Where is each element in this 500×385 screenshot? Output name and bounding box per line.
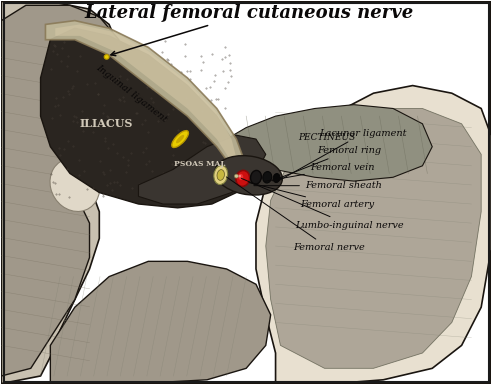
Polygon shape xyxy=(217,105,432,181)
Ellipse shape xyxy=(234,174,238,178)
Polygon shape xyxy=(266,109,481,368)
Text: Lacunar ligament: Lacunar ligament xyxy=(277,129,407,182)
Ellipse shape xyxy=(236,171,250,186)
Ellipse shape xyxy=(273,174,280,182)
Polygon shape xyxy=(40,28,246,208)
Ellipse shape xyxy=(238,174,243,180)
Text: Lateral femoral cutaneous nerve: Lateral femoral cutaneous nerve xyxy=(84,4,414,56)
Text: Femoral ring: Femoral ring xyxy=(272,146,382,181)
Text: Femoral vein: Femoral vein xyxy=(264,163,374,181)
Text: PSOAS MAJ.: PSOAS MAJ. xyxy=(174,160,226,168)
Ellipse shape xyxy=(214,166,228,184)
Polygon shape xyxy=(55,24,236,162)
Text: Femoral sheath: Femoral sheath xyxy=(254,181,382,190)
Ellipse shape xyxy=(238,175,241,177)
Text: ILIACUS: ILIACUS xyxy=(80,118,134,129)
Text: Femoral nerve: Femoral nerve xyxy=(226,177,364,253)
Ellipse shape xyxy=(250,171,262,184)
Ellipse shape xyxy=(215,156,282,195)
Text: Lumbo-inguinal nerve: Lumbo-inguinal nerve xyxy=(242,178,404,229)
Polygon shape xyxy=(46,21,246,174)
Ellipse shape xyxy=(172,131,188,147)
Text: Femoral artery: Femoral artery xyxy=(249,182,374,209)
Ellipse shape xyxy=(217,170,224,180)
Polygon shape xyxy=(2,2,119,383)
Text: Inguinal ligament: Inguinal ligament xyxy=(94,63,168,124)
Ellipse shape xyxy=(263,172,272,183)
Ellipse shape xyxy=(104,55,109,59)
Polygon shape xyxy=(138,135,266,204)
Polygon shape xyxy=(256,85,491,383)
Polygon shape xyxy=(50,261,270,383)
Polygon shape xyxy=(2,5,119,376)
Text: PECTINEUS: PECTINEUS xyxy=(298,133,356,142)
Ellipse shape xyxy=(50,158,100,211)
Ellipse shape xyxy=(176,135,184,143)
